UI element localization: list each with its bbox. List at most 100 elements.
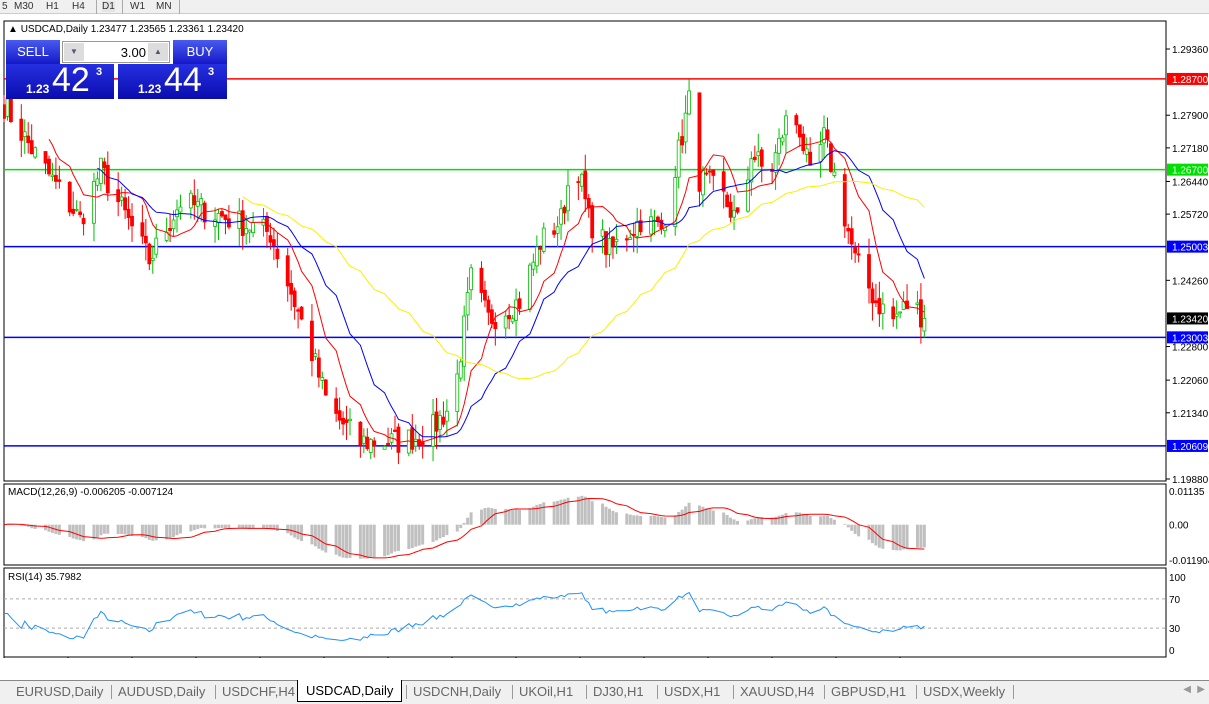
candle-body — [898, 311, 903, 314]
timeframe-D1[interactable]: D1 — [102, 1, 115, 12]
buy-button[interactable]: BUY — [173, 40, 227, 64]
macd-bar — [725, 515, 729, 525]
tab-usdcad-daily[interactable]: USDCAD,Daily — [297, 680, 403, 702]
candle — [735, 207, 740, 215]
ask-price[interactable]: 1.23 44 3 — [118, 61, 227, 99]
tab-eurusd-daily[interactable]: EURUSD,Daily — [16, 684, 104, 699]
candle-body — [67, 181, 72, 213]
candle — [846, 223, 851, 244]
candle-body — [586, 197, 591, 209]
tab-usdx-weekly[interactable]: USDX,Weekly — [923, 684, 1006, 699]
tab-scroll-right-icon[interactable]: ▶ — [1197, 684, 1205, 695]
candle-body — [725, 194, 730, 208]
macd-bar — [196, 524, 200, 530]
macd-bar — [455, 524, 459, 532]
tab-scroll-left-icon[interactable]: ◀ — [1183, 684, 1191, 695]
volume-value[interactable]: 3.00 — [120, 45, 146, 60]
bid-sup: 3 — [96, 66, 103, 78]
macd-bar — [71, 524, 75, 539]
macd-bar — [469, 512, 473, 525]
candle-body — [590, 205, 595, 239]
candle — [704, 168, 709, 176]
macd-axis-label: 0.00 — [1169, 521, 1189, 532]
ask-digits: 44 — [164, 61, 202, 99]
candle — [566, 169, 570, 222]
tab-usdx-h1[interactable]: USDX,H1 — [664, 684, 721, 699]
candle-body — [777, 137, 781, 154]
macd-bar — [486, 507, 490, 525]
candle-body — [656, 216, 660, 222]
macd-bar — [414, 524, 418, 547]
timeframe-H1[interactable]: H1 — [46, 1, 59, 12]
candle — [192, 179, 197, 220]
tab-ukoil-h1[interactable]: UKOil,H1 — [519, 684, 574, 699]
candle — [105, 151, 110, 201]
macd-bar — [846, 524, 850, 528]
macd-bar — [358, 524, 362, 559]
timeframe-H4[interactable]: H4 — [72, 1, 85, 12]
candle — [130, 203, 134, 242]
candle — [316, 349, 321, 388]
candle-body — [358, 421, 363, 446]
tab-usdchf-h4[interactable]: USDCHF,H4 — [222, 684, 295, 699]
candle-body — [721, 171, 726, 192]
macd-bar — [272, 524, 276, 530]
candle — [773, 144, 778, 191]
macd-bar — [140, 524, 144, 538]
candle-body — [853, 246, 858, 254]
macd-bar — [805, 514, 809, 525]
tab-gbpusd-h1[interactable]: GBPUSD,H1 — [831, 684, 907, 699]
tab-divider — [824, 685, 825, 699]
macd-bar — [147, 524, 151, 540]
macd-bar — [701, 506, 705, 525]
macd-bar — [75, 524, 79, 540]
candle — [732, 195, 736, 230]
macd-bar — [895, 524, 899, 551]
candle-body — [19, 118, 24, 141]
macd-bar — [106, 524, 110, 534]
candle-body — [818, 144, 823, 162]
candle — [856, 243, 861, 263]
bid-price[interactable]: 1.23 42 3 — [6, 61, 114, 99]
macd-bar — [538, 503, 542, 525]
macd-bar — [130, 524, 134, 536]
macd-bar — [123, 524, 127, 535]
tab-dj30-h1[interactable]: DJ30,H1 — [593, 684, 644, 699]
macd-bar — [348, 524, 352, 558]
candle-body — [483, 289, 487, 301]
candle-body — [607, 238, 612, 255]
candle-body — [891, 306, 896, 320]
chart-svg[interactable]: 1.29360 1.27900 1.27180 1.26440 1.25720 1.242… — [2, 20, 1209, 672]
tab-audusd-daily[interactable]: AUDUSD,Daily — [118, 684, 206, 699]
candle — [507, 303, 512, 330]
candle — [147, 242, 152, 271]
timeframe-M30[interactable]: M30 — [14, 1, 34, 12]
candle — [216, 209, 221, 241]
candle-body — [126, 208, 131, 218]
candle-body — [444, 410, 449, 422]
volume-down-icon[interactable]: ▼ — [64, 43, 84, 61]
macd-bar — [808, 516, 812, 525]
candle — [2, 94, 6, 123]
candle — [244, 215, 249, 245]
candle-body — [438, 415, 442, 430]
candle-body — [50, 174, 55, 178]
volume-field[interactable]: ▼ 3.00 ▲ — [62, 41, 170, 63]
candle — [344, 405, 349, 441]
tab-usdcnh-daily[interactable]: USDCNH,Daily — [413, 684, 502, 699]
timeframe-5[interactable]: 5 — [2, 1, 8, 12]
volume-up-icon[interactable]: ▲ — [148, 43, 168, 61]
tab-xauusd-h4[interactable]: XAUUSD,H4 — [740, 684, 815, 699]
candle — [683, 95, 688, 154]
sell-button[interactable]: SELL — [6, 40, 60, 64]
timeframe-MN[interactable]: MN — [156, 1, 172, 12]
timeframe-W1[interactable]: W1 — [130, 1, 145, 12]
macd-bar — [732, 519, 736, 525]
chart-area[interactable]: 1.29360 1.27900 1.27180 1.26440 1.25720 1.242… — [2, 20, 1209, 672]
candle — [915, 290, 920, 315]
macd-bar — [902, 524, 906, 550]
candle — [195, 188, 200, 223]
macd-bar — [576, 496, 580, 525]
macd-bar — [262, 524, 265, 529]
macd-bar — [625, 513, 629, 525]
